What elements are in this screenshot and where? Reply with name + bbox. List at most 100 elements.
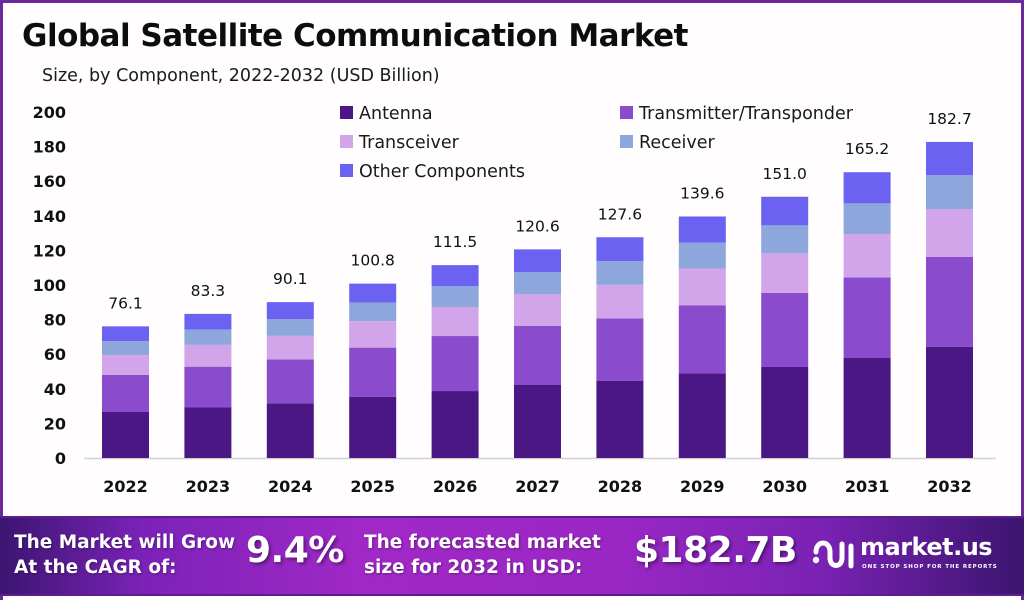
bar-segment-transmitter-transponder [266, 359, 314, 404]
bar-stack-2029 [678, 216, 726, 458]
stacked-bar-chart: 0 20 40 60 80 100 120 140 160 180 200 2022 2023 2024… [33, 103, 996, 496]
x-tick-label: 2030 [762, 477, 807, 496]
bar-segment-antenna [761, 367, 809, 458]
x-tick-label: 2027 [515, 477, 560, 496]
bar-segment-receiver [266, 319, 314, 336]
bar-segment-transceiver [926, 209, 973, 257]
bar-segment-receiver [678, 242, 726, 269]
legend-item: Transmitter/Transponder [620, 104, 854, 124]
x-tick-label: 2031 [845, 477, 890, 496]
logo-wordmark: market.us [860, 533, 993, 561]
bar-segment-other-components [266, 302, 314, 320]
logo-tagline: ONE STOP SHOP FOR THE REPORTS [862, 564, 998, 570]
bar-segment-antenna [926, 346, 973, 458]
bar-segment-receiver [102, 341, 149, 356]
bar-segment-antenna [514, 384, 561, 458]
bar-segment-transmitter-transponder [596, 318, 644, 381]
y-tick-label: 60 [44, 345, 66, 364]
bar-stack-2024 [266, 302, 314, 458]
x-tick-label: 2028 [598, 477, 643, 496]
total-data-label: 76.1 [108, 294, 143, 312]
bar-segment-antenna [596, 380, 644, 458]
x-tick-label: 2022 [103, 477, 148, 496]
legend-label: Antenna [359, 104, 433, 124]
bar-stack-2026 [431, 265, 479, 458]
total-data-label: 182.7 [927, 110, 971, 128]
bar-segment-transceiver [184, 344, 232, 367]
bar-segment-transceiver [349, 321, 397, 348]
x-tick-label: 2032 [927, 477, 972, 496]
legend-label: Transceiver [358, 133, 460, 153]
x-tick-label: 2024 [268, 477, 313, 496]
total-data-label: 127.6 [598, 205, 642, 223]
legend-label: Transmitter/Transponder [638, 104, 854, 124]
bar-stack-2028 [596, 237, 644, 458]
total-labels: 76.1 83.3 90.1 100.8 111.5 120.6 127.6 139.6 151… [108, 110, 971, 312]
chart-title: Global Satellite Communication Market [22, 18, 689, 54]
y-tick-label: 120 [33, 241, 66, 260]
total-data-label: 100.8 [351, 252, 395, 270]
bar-segment-receiver [184, 329, 232, 345]
bar-segment-transmitter-transponder [678, 305, 726, 374]
bar-segment-transmitter-transponder [761, 292, 809, 368]
bar-stack-2027 [514, 249, 561, 458]
bar-segment-other-components [926, 141, 973, 175]
bar-segment-transmitter-transponder [514, 326, 561, 385]
legend-label: Receiver [639, 133, 716, 153]
bar-segment-transceiver [431, 306, 479, 337]
bar-stack-2022 [102, 326, 149, 458]
total-data-label: 111.5 [433, 233, 477, 251]
bar-segment-transceiver [596, 284, 644, 319]
x-tick-label: 2026 [433, 477, 478, 496]
y-tick-label: 80 [44, 311, 66, 330]
bar-segment-transmitter-transponder [431, 336, 479, 392]
bar-segment-other-components [102, 326, 149, 342]
forecast-caption: The forecasted market size for 2032 in U… [364, 530, 601, 580]
bar-segment-transceiver [678, 268, 726, 306]
bar-segment-other-components [843, 172, 891, 204]
bar-segment-other-components [596, 237, 644, 262]
x-tick-label: 2025 [350, 477, 395, 496]
bar-segment-receiver [926, 174, 973, 210]
bar-segment-transceiver [102, 355, 149, 375]
x-tick-label: 2023 [186, 477, 231, 496]
bar-segment-antenna [102, 411, 149, 458]
bar-segment-transmitter-transponder [349, 347, 397, 397]
total-data-label: 83.3 [191, 282, 226, 300]
bar-segment-other-components [431, 265, 479, 287]
bar-segment-transmitter-transponder [184, 366, 232, 408]
legend-swatch [340, 164, 353, 177]
bar-segment-antenna [349, 396, 397, 458]
total-data-label: 151.0 [763, 165, 807, 183]
legend-swatch [620, 135, 633, 148]
bar-segment-transceiver [761, 253, 809, 293]
bar-segment-transceiver [843, 233, 891, 278]
legend-item: Transceiver [340, 133, 460, 153]
bars-group [102, 141, 973, 458]
bar-stack-2025 [349, 283, 397, 458]
bar-segment-antenna [678, 373, 726, 458]
bar-stack-2032 [926, 141, 973, 458]
bar-stack-2030 [761, 196, 809, 458]
bar-segment-receiver [843, 203, 891, 234]
market-us-logo: market.us ONE STOP SHOP FOR THE REPORTS [812, 530, 1012, 580]
forecast-caption-line2: size for 2032 in USD: [364, 557, 583, 578]
legend-item: Receiver [620, 133, 716, 153]
cagr-caption-line2: At the CAGR of: [14, 557, 177, 578]
bar-segment-receiver [349, 302, 397, 322]
bar-segment-transmitter-transponder [102, 374, 149, 412]
legend-swatch [340, 135, 353, 148]
bar-stack-2031 [843, 172, 891, 458]
bar-segment-transmitter-transponder [843, 277, 891, 359]
forecast-caption-line1: The forecasted market [364, 532, 601, 553]
bar-segment-other-components [678, 216, 726, 243]
cagr-value: 9.4% [246, 530, 344, 571]
y-tick-label: 140 [33, 207, 66, 226]
total-data-label: 165.2 [845, 140, 889, 158]
bar-segment-receiver [514, 272, 561, 295]
chart-subtitle: Size, by Component, 2022-2032 (USD Billi… [42, 66, 440, 86]
y-tick-label: 160 [33, 172, 66, 191]
legend-item: Other Components [340, 162, 525, 182]
y-tick-label: 20 [44, 414, 66, 433]
bar-segment-transmitter-transponder [926, 256, 973, 347]
